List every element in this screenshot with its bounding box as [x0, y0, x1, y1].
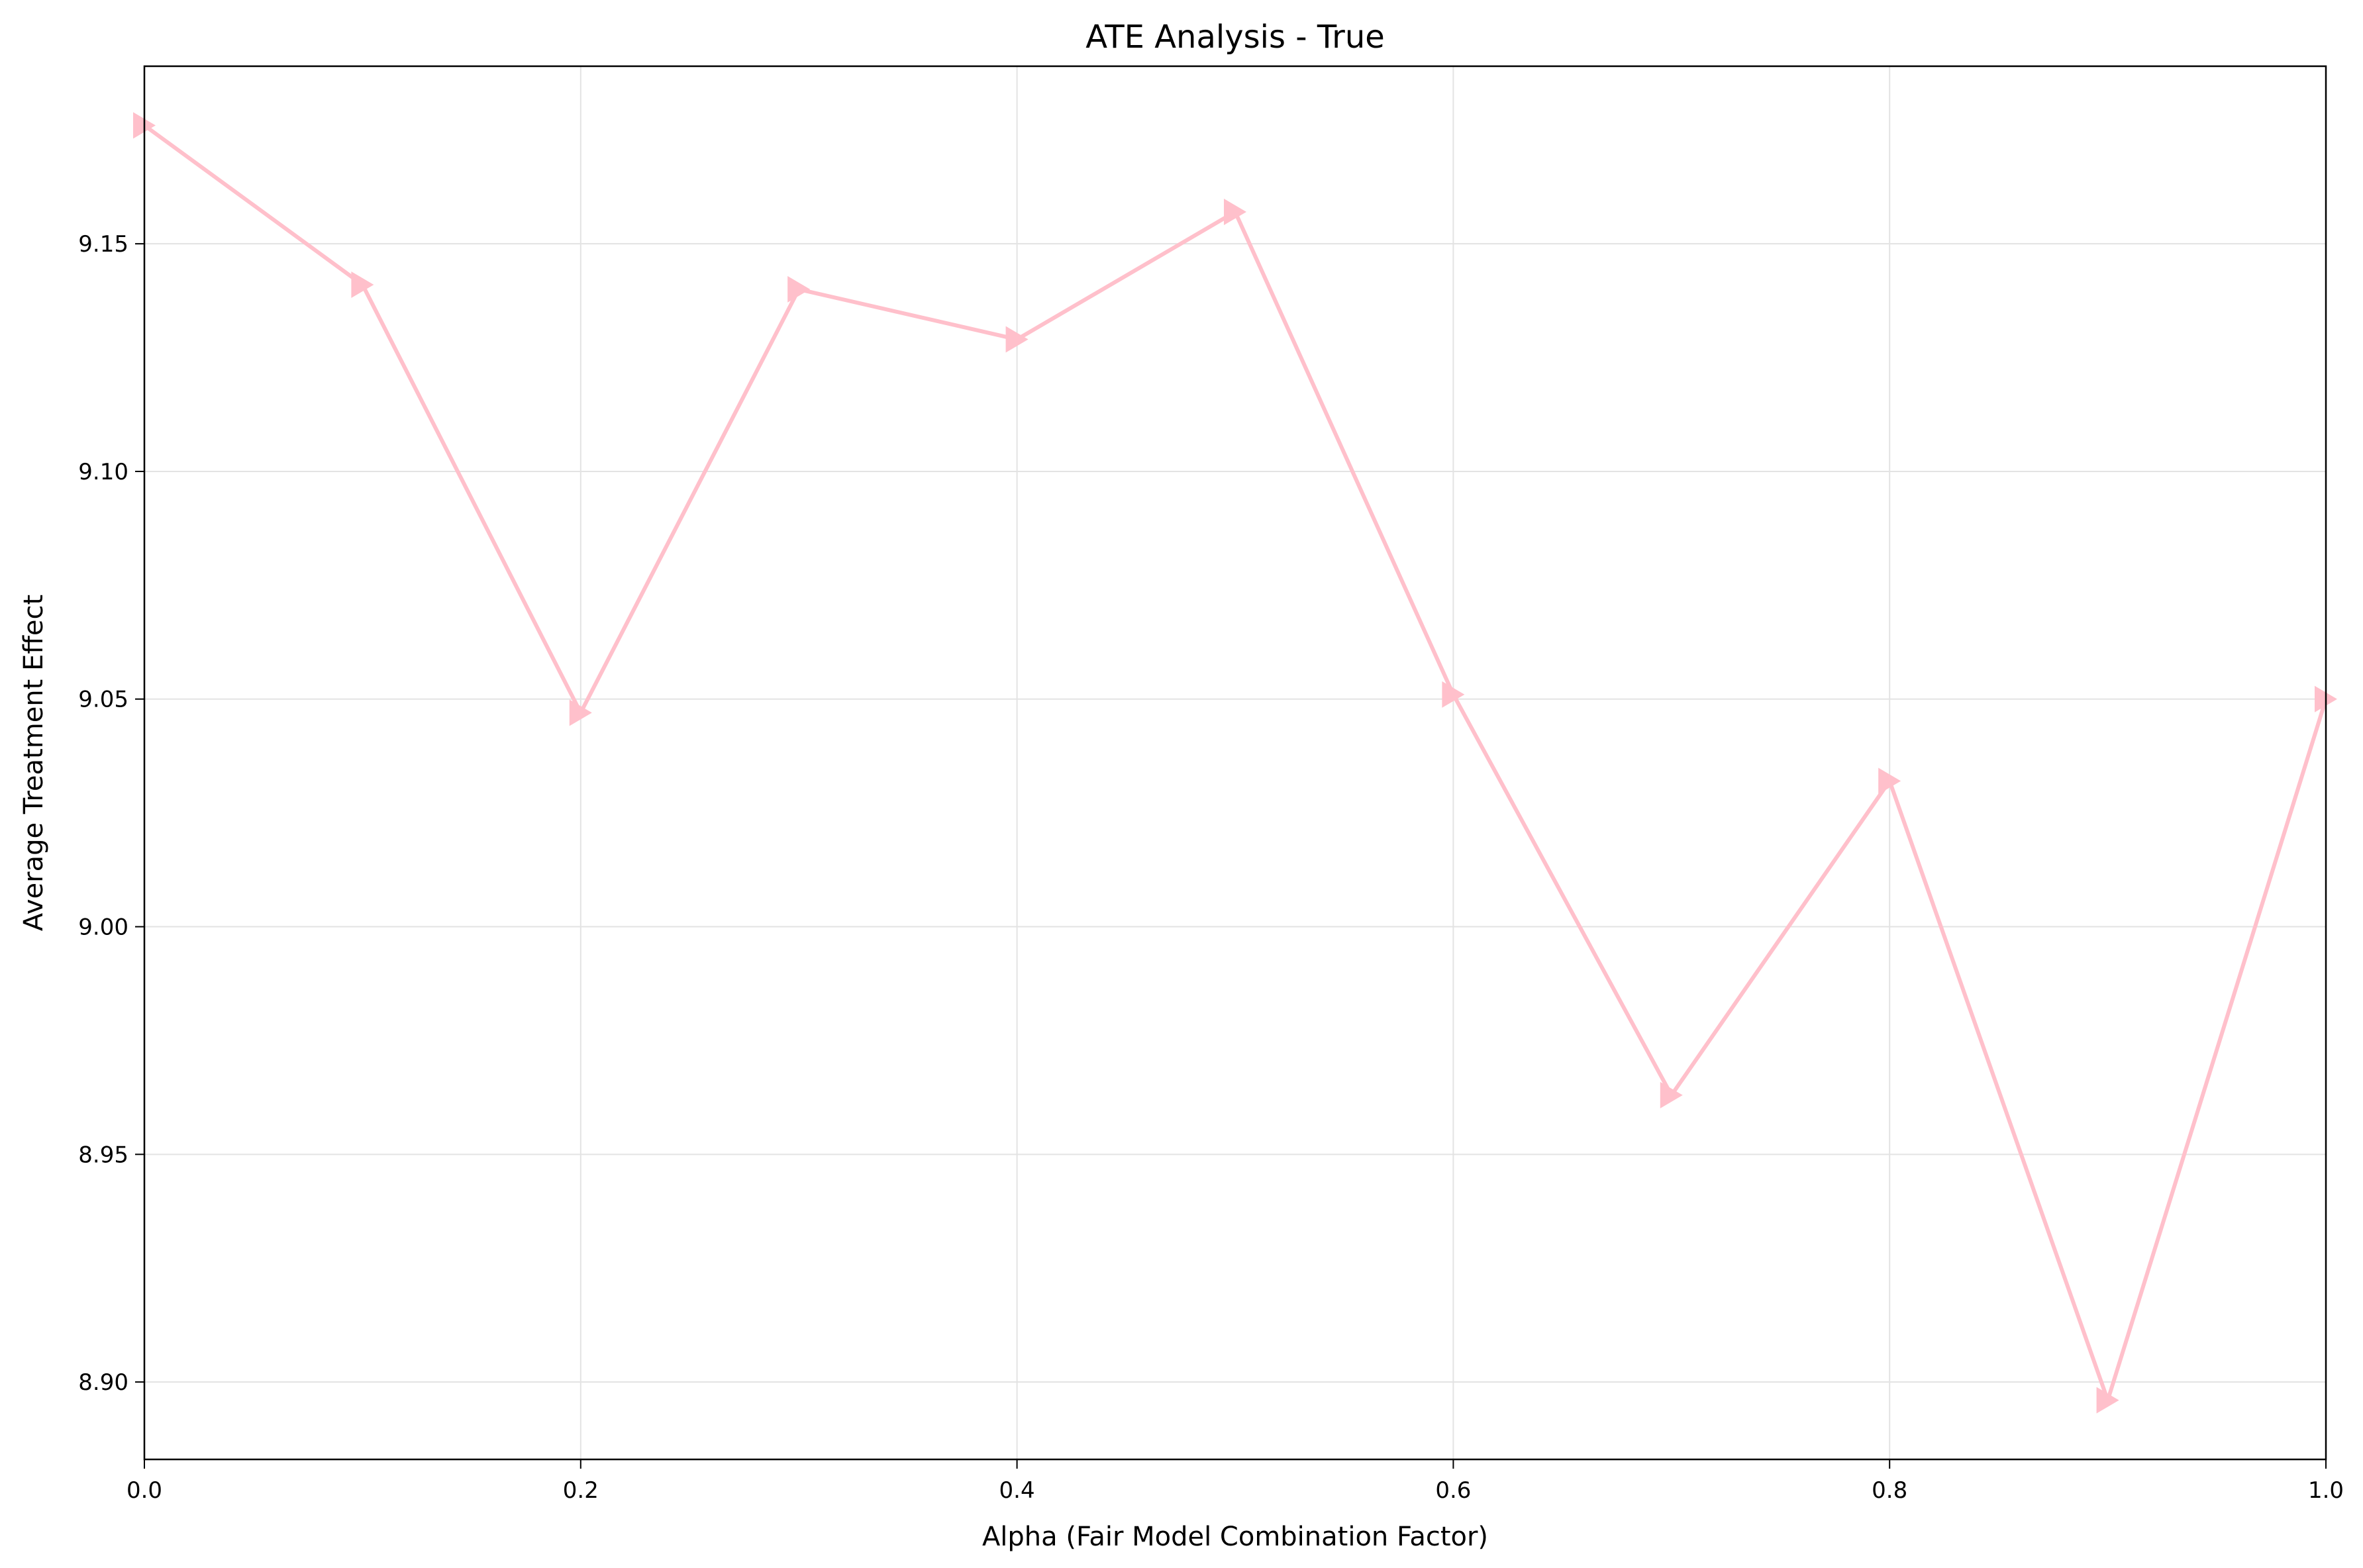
x-tick-label: 1.0 [2308, 1477, 2344, 1504]
grid-lines [144, 66, 2327, 1459]
y-ticks: 8.90 8.95 9.00 9.05 9.10 9.15 [78, 231, 144, 1396]
data-points [133, 112, 2337, 1414]
y-tick-label: 8.90 [78, 1369, 128, 1396]
x-tick-label: 0.0 [126, 1477, 162, 1504]
x-tick-label: 0.2 [563, 1477, 599, 1504]
series-line [142, 123, 2328, 1402]
data-point-marker [787, 275, 811, 303]
y-axis-label: Average Treatment Effect [19, 595, 49, 931]
series-polyline [142, 123, 2328, 1402]
plot-frame [143, 65, 2327, 1461]
data-point-marker [1005, 326, 1029, 353]
y-tick-label: 9.15 [78, 231, 128, 258]
data-point-marker [2096, 1387, 2119, 1414]
data-point-marker [1878, 767, 1901, 795]
y-tick-label: 9.10 [78, 459, 128, 485]
data-point-marker [1442, 681, 1465, 708]
x-axis-label: Alpha (Fair Model Combination Factor) [982, 1522, 1488, 1552]
y-tick-label: 8.95 [78, 1142, 128, 1168]
y-tick-label: 9.00 [78, 914, 128, 941]
x-ticks: 0.0 0.2 0.4 0.6 0.8 1.0 [126, 1459, 2344, 1504]
data-point-marker [1660, 1081, 1683, 1108]
data-point-marker [569, 699, 592, 726]
x-tick-label: 0.6 [1435, 1477, 1471, 1504]
chart-title: ATE Analysis - True [1085, 19, 1385, 56]
x-tick-label: 0.4 [999, 1477, 1035, 1504]
data-point-marker [1224, 199, 1246, 226]
data-point-marker [351, 271, 374, 299]
y-tick-label: 9.05 [78, 687, 128, 713]
x-tick-label: 0.8 [1872, 1477, 1907, 1504]
